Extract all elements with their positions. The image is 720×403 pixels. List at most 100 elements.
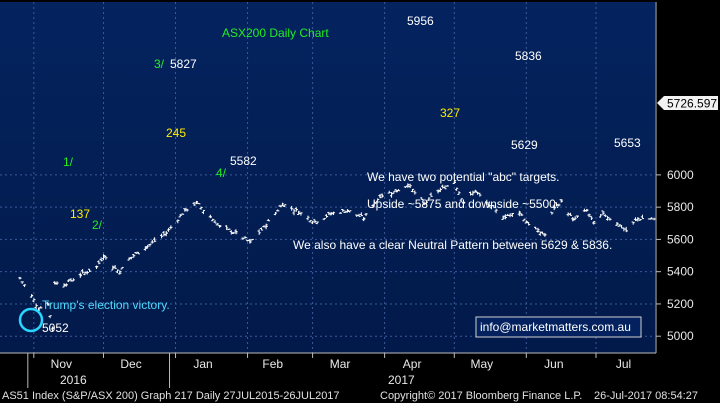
ohlc-bar — [281, 202, 284, 206]
ohlc-bar — [266, 219, 271, 222]
ohlc-bar — [534, 226, 538, 230]
ohlc-bar — [653, 217, 656, 221]
ohlc-bar — [518, 210, 521, 214]
ohlc-bar — [294, 207, 298, 212]
ohlc-bar — [129, 256, 133, 260]
ohlc-bar — [118, 272, 122, 275]
ohlc-bar — [324, 214, 329, 218]
ohlc-bar — [219, 225, 222, 228]
ohlc-bar — [195, 201, 199, 205]
ohlc-bar — [134, 251, 138, 254]
ohlc-bar — [427, 197, 431, 201]
ohlc-bar — [47, 302, 50, 306]
ohlc-bar — [264, 225, 268, 230]
ohlc-bar — [144, 246, 147, 249]
ohlc-bar — [348, 210, 352, 213]
x-tick-label: Jun — [544, 357, 563, 371]
ohlc-bar — [396, 189, 401, 192]
ohlc-bar — [560, 200, 563, 203]
price-bars — [18, 180, 656, 332]
ohlc-bar — [169, 225, 173, 230]
annotation-5827: 5827 — [170, 57, 197, 71]
ohlc-bar — [357, 213, 361, 217]
x-tick-label: Jan — [193, 357, 212, 371]
ohlc-bar — [544, 233, 547, 237]
ohlc-bar — [292, 208, 296, 216]
ohlc-bar — [608, 217, 612, 221]
ohlc-bar — [494, 208, 498, 214]
ohlc-bar — [459, 198, 463, 202]
ohlc-bar — [176, 219, 180, 224]
ohlc-bar — [429, 192, 433, 197]
ohlc-bar — [103, 254, 106, 257]
y-axis: 5000 5200 5400 5600 5800 6000 — [656, 168, 694, 343]
ohlc-bar — [625, 229, 628, 233]
ohlc-bar — [150, 240, 154, 244]
ohlc-bar — [235, 231, 238, 235]
last-price-label: 5726.597 — [667, 97, 717, 111]
ohlc-bar — [638, 219, 642, 221]
ohlc-bar — [553, 205, 556, 209]
ohlc-bar — [32, 298, 36, 303]
ohlc-bar — [132, 253, 136, 258]
ohlc-bar — [503, 214, 508, 220]
ohlc-bar — [209, 215, 212, 219]
ohlc-bar — [647, 218, 652, 220]
x-tick-label: Dec — [120, 357, 141, 371]
ohlc-bar — [502, 215, 505, 219]
ohlc-bar — [603, 214, 607, 218]
ohlc-bar — [166, 227, 171, 232]
ohlc-bar — [180, 213, 185, 215]
ohlc-bar — [606, 215, 610, 221]
annotation-wave-2: 2/ — [92, 218, 103, 232]
ohlc-bar — [71, 278, 75, 282]
ohlc-bar — [162, 230, 166, 237]
ohlc-bar — [650, 217, 654, 220]
ohlc-bar — [575, 215, 580, 218]
last-price-tag: 5726.597 — [657, 96, 718, 111]
ohlc-bar — [538, 231, 542, 236]
ohlc-bar — [550, 211, 554, 215]
ohlc-bar — [232, 232, 236, 234]
ohlc-bar — [437, 189, 440, 193]
ohlc-bar — [616, 221, 619, 225]
y-tick-label: 5000 — [667, 329, 694, 343]
y-tick-label: 5200 — [667, 297, 694, 311]
ohlc-bar — [527, 221, 531, 226]
ohlc-bar — [178, 213, 182, 218]
ohlc-bar — [276, 209, 280, 212]
ohlc-bar — [557, 203, 561, 207]
ohlc-bar — [420, 197, 424, 201]
ohlc-bar — [283, 204, 287, 208]
annotation-5956: 5956 — [407, 14, 434, 28]
ohlc-bar — [568, 212, 573, 216]
ohlc-bar — [475, 191, 480, 195]
ohlc-bar — [119, 270, 122, 273]
ohlc-bar — [573, 216, 577, 221]
ohlc-bar — [330, 212, 333, 215]
ohlc-bar — [273, 211, 278, 216]
ohlc-bar — [403, 186, 408, 188]
ohlc-bar — [510, 212, 514, 217]
ohlc-bar — [408, 183, 412, 189]
x-tick-label: May — [470, 357, 493, 371]
ohlc-bar — [315, 221, 319, 225]
ohlc-bar — [566, 212, 570, 217]
x-axis: Nov Dec Jan Feb Mar Apr May Jun Jul — [27, 353, 631, 388]
annotation-5582: 5582 — [230, 154, 257, 168]
ohlc-bar — [438, 187, 442, 193]
y-tick-label: 5400 — [667, 265, 694, 279]
ohlc-bar — [522, 218, 526, 222]
ohlc-bar — [265, 223, 268, 227]
ohlc-bar — [199, 206, 203, 210]
ohlc-bar — [81, 269, 85, 274]
ohlc-bar — [379, 194, 382, 198]
ohlc-bar — [407, 183, 410, 186]
ohlc-bar — [39, 306, 43, 309]
ohlc-bar — [184, 209, 187, 212]
annotation-137: 137 — [70, 207, 90, 221]
ohlc-bar — [97, 260, 101, 265]
ohlc-bar — [120, 266, 124, 270]
y-tick-label: 5600 — [667, 232, 694, 246]
footer-center: Copyright© 2017 Bloomberg Finance L.P. — [380, 390, 582, 402]
